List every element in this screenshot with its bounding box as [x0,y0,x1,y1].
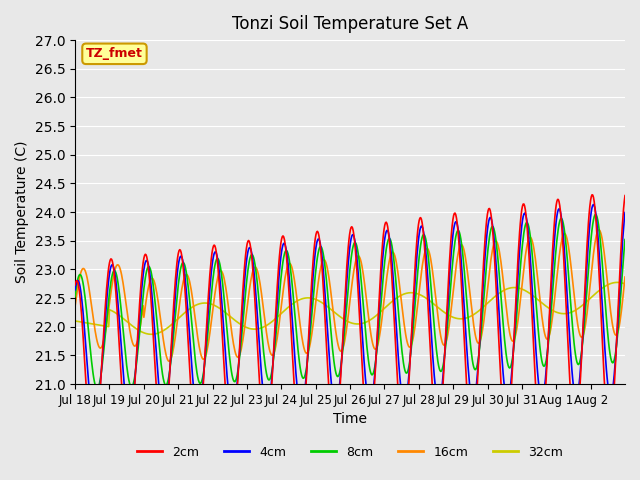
Legend: 2cm, 4cm, 8cm, 16cm, 32cm: 2cm, 4cm, 8cm, 16cm, 32cm [132,441,568,464]
Text: TZ_fmet: TZ_fmet [86,48,143,60]
Title: Tonzi Soil Temperature Set A: Tonzi Soil Temperature Set A [232,15,468,33]
X-axis label: Time: Time [333,412,367,426]
Y-axis label: Soil Temperature (C): Soil Temperature (C) [15,141,29,283]
